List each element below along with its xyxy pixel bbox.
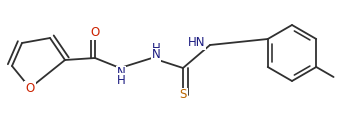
Text: O: O [90,26,100,39]
Text: N: N [152,49,160,61]
Text: HN: HN [188,37,205,49]
Text: N: N [117,67,125,79]
Text: H: H [152,42,160,54]
Text: S: S [179,88,187,102]
Text: H: H [117,73,125,87]
Text: O: O [25,82,35,95]
